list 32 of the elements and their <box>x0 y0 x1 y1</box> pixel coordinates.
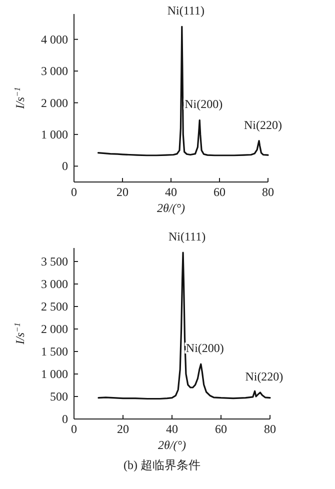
y-tick-label: 3 000 <box>41 64 68 78</box>
y-tick-label: 0 <box>62 412 68 426</box>
y-tick-label: 1 000 <box>41 367 68 381</box>
x-tick-label: 0 <box>71 185 77 199</box>
x-axis-title: 2θ/(°) <box>156 201 186 215</box>
x-tick-label: 80 <box>262 185 274 199</box>
y-tick-label: 500 <box>50 390 68 404</box>
y-tick-label: 1 000 <box>41 127 68 142</box>
annotation: Ni(200) <box>184 97 223 112</box>
y-tick-label: 2 500 <box>41 300 68 314</box>
y-tick-label: 2 000 <box>41 96 68 110</box>
x-tick-label: 60 <box>214 185 226 199</box>
annotation: Ni(111) <box>168 230 206 244</box>
y-tick-label: 1 500 <box>41 344 68 358</box>
x-tick-label: 20 <box>116 185 128 199</box>
y-tick-label: 3 500 <box>41 254 68 268</box>
annotation: Ni(220) <box>244 118 282 132</box>
x-tick-label: 20 <box>117 422 129 436</box>
y-tick-label: 3 000 <box>41 277 68 291</box>
x-tick-label: 60 <box>215 422 227 436</box>
x-tick-label: 0 <box>71 422 77 436</box>
y-tick-label: 0 <box>62 159 68 174</box>
annotation: Ni(220) <box>245 369 284 384</box>
x-tick-label: 40 <box>166 422 178 436</box>
y-tick-label: 2 000 <box>41 322 68 336</box>
text: (b) 超临界条件 <box>124 458 200 472</box>
annotation: Ni(111) <box>167 4 204 18</box>
y-tick-label: 4 000 <box>41 32 68 46</box>
x-tick-label: 80 <box>264 422 276 436</box>
annotation: Ni(200) <box>186 341 224 356</box>
x-axis-title: 2θ/(°) <box>158 438 186 452</box>
x-tick-label: 40 <box>165 185 177 199</box>
